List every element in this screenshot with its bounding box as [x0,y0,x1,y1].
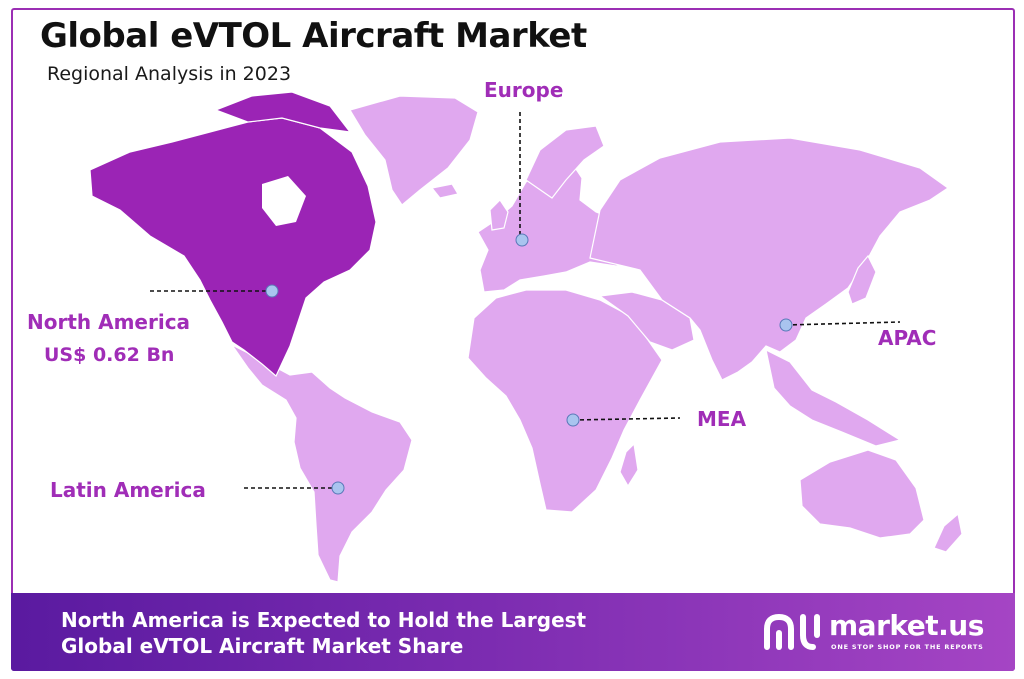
hudson-bay [262,176,306,226]
connectors [150,112,901,489]
asia [589,137,950,381]
arctic-islands [214,91,352,133]
australia [799,449,925,539]
market-us-logo-icon [764,613,820,650]
mea-connector [572,417,681,421]
brand-name: market.us [829,609,984,642]
chart-subtitle: Regional Analysis in 2023 [47,63,292,85]
africa [467,289,663,513]
brand-logo: market.us ONE STOP SHOP FOR THE REPORTS [763,609,1003,655]
middle-east [598,291,695,351]
mea-marker [566,413,580,427]
mea-label: MEA [697,407,747,431]
footer-message: North America is Expected to Hold the La… [61,607,586,659]
europe-marker [515,233,529,247]
latin-america-label: Latin America [50,478,206,502]
uk [489,199,509,231]
latin-america-marker [331,481,345,495]
apac-marker [779,318,793,332]
footer-banner: North America is Expected to Hold the La… [11,593,1015,671]
latin-america [231,344,413,583]
north-america-label: North America [27,310,191,334]
north-america-value: US$ 0.62 Bn [44,344,175,366]
chart-title: Global eVTOL Aircraft Market [40,16,587,56]
new-zealand [933,512,963,553]
other-regions [231,95,963,583]
apac-connector [785,321,901,326]
southeast-asia [765,348,902,447]
japan [847,254,877,305]
markers [265,233,793,495]
apac-label: APAC [878,326,937,350]
iceland [430,183,459,199]
north-america-region [89,91,377,377]
north-america-marker [265,284,279,298]
footer-line-2: Global eVTOL Aircraft Market Share [61,634,464,658]
europe-label: Europe [484,78,564,102]
north-america-mainland [89,117,377,377]
footer-line-1: North America is Expected to Hold the La… [61,608,587,632]
greenland [349,95,479,206]
brand-tagline: ONE STOP SHOP FOR THE REPORTS [831,643,984,651]
madagascar [619,442,639,488]
scandinavia [525,125,605,199]
